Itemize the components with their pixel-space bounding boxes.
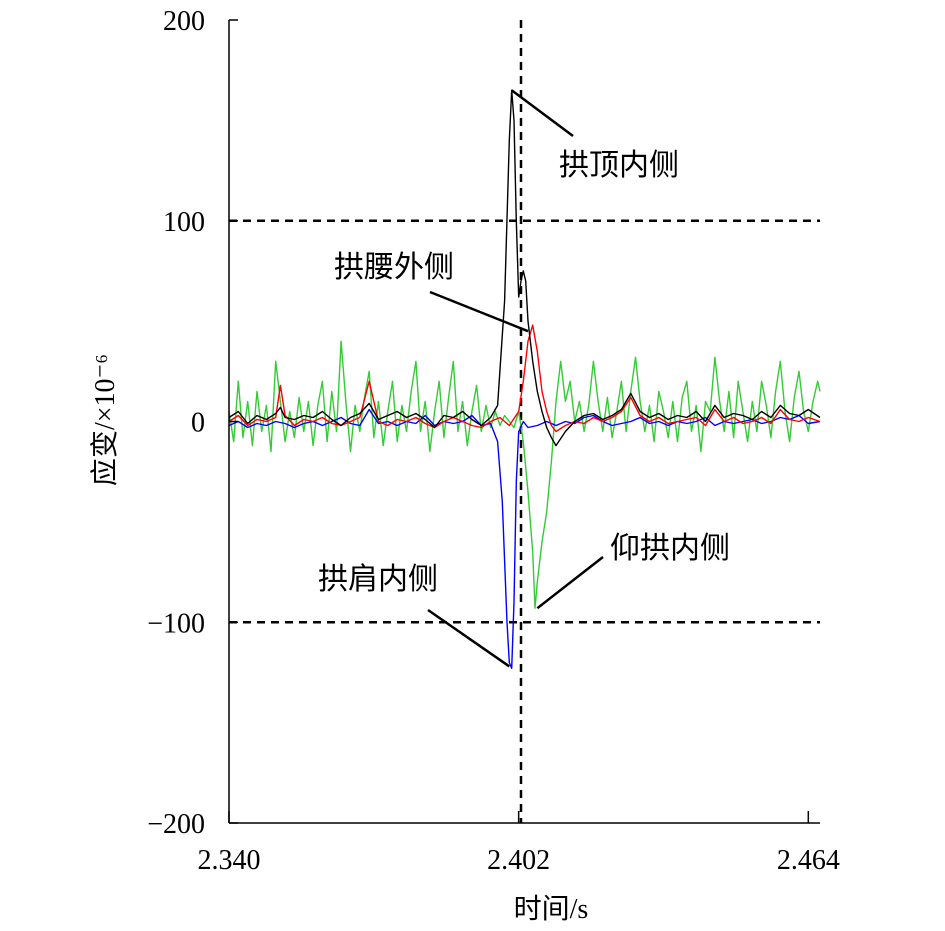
annotation-leader-3 (427, 608, 511, 668)
annotation-label-4: 仰拱内侧 (610, 532, 730, 565)
y-tick-label: 0 (191, 408, 205, 439)
annotation-leader-1 (510, 89, 574, 138)
y-axis-label: 应变/×10⁻⁶ (89, 354, 121, 486)
y-tick-label: −100 (147, 608, 205, 639)
series-line-1 (228, 89, 821, 447)
y-tick-label: 200 (163, 6, 205, 37)
reference-lines (229, 20, 820, 823)
series-line-2 (228, 324, 821, 433)
x-tick-label: 2.402 (487, 845, 550, 876)
y-tick-label: 100 (163, 207, 205, 238)
annotation-leader-2 (429, 290, 529, 333)
series-group (228, 89, 821, 670)
axes-group: 200 100 0 −100 −200 2.340 2.402 2.464 (147, 6, 840, 876)
annotation-leader-4 (536, 556, 604, 610)
annotation-label-2: 拱腰外侧 (334, 251, 454, 284)
annotation-label-3: 拱肩内侧 (318, 563, 438, 596)
series-line-3 (228, 408, 821, 670)
x-tick-label: 2.340 (198, 845, 261, 876)
x-axis-label: 时间/s (514, 893, 589, 925)
x-tick-label: 2.464 (777, 845, 840, 876)
y-tick-label: −200 (147, 809, 205, 840)
annotation-label-1: 拱顶内侧 (559, 149, 679, 182)
